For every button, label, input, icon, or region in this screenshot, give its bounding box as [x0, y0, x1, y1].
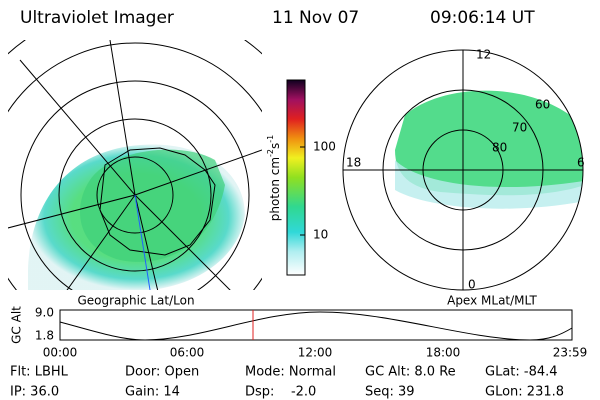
title: Ultraviolet Imager — [20, 8, 174, 28]
time-tick: 18:00 — [426, 346, 461, 360]
mlt-label: 18 — [346, 156, 361, 170]
info-field: Dsp: -2.0 — [245, 385, 316, 400]
time: 09:06:14 UT — [430, 8, 535, 28]
time-tick: 06:00 — [170, 346, 205, 360]
mlat-label: 70 — [512, 121, 527, 135]
geographic-map — [8, 40, 262, 290]
altitude-panel — [59, 309, 573, 341]
info-field: IP: 36.0 — [10, 385, 59, 400]
polar-map — [342, 49, 584, 291]
info-field: Gain: 14 — [125, 385, 180, 400]
info-field: Door: Open — [125, 365, 199, 380]
altitude-curve — [59, 311, 573, 341]
polar-caption: Apex MLat/MLT — [447, 294, 537, 308]
colorbar-label: photon cm-2s-1 — [266, 135, 282, 222]
time-tick: 00:00 — [43, 346, 78, 360]
colorbar-tick: 10 — [313, 228, 328, 242]
mlt-label: 6 — [577, 156, 585, 170]
date: 11 Nov 07 — [272, 8, 359, 28]
info-field: Seq: 39 — [365, 385, 415, 400]
colorbar — [286, 79, 306, 276]
info-field: GC Alt: 8.0 Re — [365, 365, 456, 380]
info-field: Flt: LBHL — [10, 365, 69, 380]
info-grid: Flt: LBHL Door: Open Mode: Normal GC Alt: 8… — [10, 365, 564, 400]
info-field: GLon: 231.8 — [485, 385, 564, 400]
map-caption: Geographic Lat/Lon — [77, 294, 194, 308]
mlat-label: 60 — [535, 98, 550, 112]
colorbar-tick: 100 — [313, 140, 336, 154]
mlat-label: 80 — [492, 141, 507, 155]
info-field: Mode: Normal — [245, 365, 336, 380]
info-field: GLat: -84.4 — [485, 365, 558, 380]
altitude-tick: 9.0 — [35, 306, 54, 320]
altitude-label: GC Alt — [10, 306, 24, 344]
altitude-tick: 1.8 — [35, 329, 54, 343]
mlt-label: 0 — [468, 278, 476, 292]
time-tick: 12:00 — [298, 346, 333, 360]
time-tick: 23:59 — [553, 346, 588, 360]
mlt-label: 12 — [476, 48, 491, 62]
